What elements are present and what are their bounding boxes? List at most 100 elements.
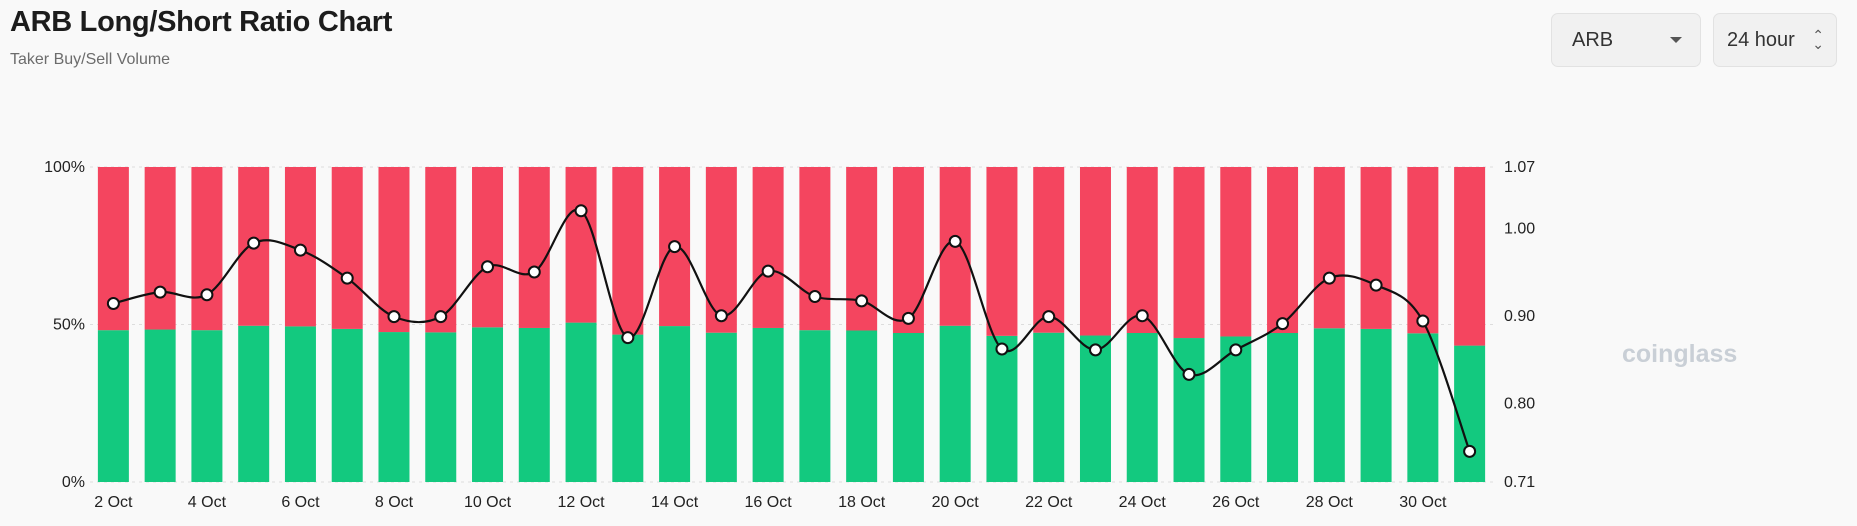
ratio-point — [1322, 271, 1336, 285]
long-bar — [238, 325, 270, 482]
y-right-tick: 0.80 — [1504, 395, 1535, 412]
ratio-point — [1369, 278, 1383, 292]
short-bar — [612, 167, 644, 335]
ratio-point — [1042, 310, 1056, 324]
short-bar — [191, 167, 223, 331]
ratio-point — [995, 342, 1009, 356]
short-bar — [705, 167, 737, 333]
short-bar — [518, 167, 550, 328]
ratio-point — [1416, 314, 1430, 328]
ratio-point — [574, 204, 588, 218]
long-bar — [1126, 333, 1158, 482]
period-select[interactable]: 24 hour ⌃ ⌄ — [1713, 13, 1837, 67]
ratio-line-path — [113, 208, 1471, 452]
long-bar — [191, 330, 223, 482]
x-tick: 12 Oct — [557, 494, 605, 511]
x-tick: 24 Oct — [1119, 494, 1167, 511]
x-tick: 20 Oct — [932, 494, 980, 511]
long-bar — [518, 327, 550, 482]
long-bar — [97, 330, 129, 482]
ratio-point — [340, 271, 354, 285]
short-bar — [472, 167, 504, 328]
ratio-point — [247, 236, 261, 250]
short-bar — [1360, 167, 1392, 329]
ratio-line — [106, 204, 1477, 458]
long-bar — [705, 332, 737, 482]
short-bar — [1033, 167, 1065, 333]
short-bar — [1454, 167, 1486, 346]
ratio-point — [481, 260, 495, 274]
ratio-point — [761, 264, 775, 278]
long-bar — [1220, 336, 1252, 482]
long-bar — [1407, 333, 1439, 482]
y-left-tick: 100% — [44, 159, 85, 176]
short-bar — [565, 167, 597, 323]
coin-select[interactable]: ARB — [1551, 13, 1701, 67]
ratio-point — [387, 310, 401, 324]
coin-select-value: ARB — [1572, 28, 1614, 51]
x-tick: 22 Oct — [1025, 494, 1073, 511]
short-bar — [144, 167, 176, 330]
x-tick: 2 Oct — [94, 494, 133, 511]
y-left-tick: 0% — [62, 474, 85, 491]
bars — [97, 167, 1486, 482]
ratio-point — [434, 310, 448, 324]
short-bar — [378, 167, 410, 333]
long-bar — [565, 322, 597, 482]
long-bar — [1033, 332, 1065, 482]
y-left-tick: 50% — [53, 317, 85, 334]
long-bar — [799, 330, 831, 482]
up-down-chevron-icon: ⌃ ⌄ — [1812, 27, 1824, 52]
short-bar — [1079, 167, 1111, 336]
long-bar — [939, 325, 971, 482]
long-bar — [986, 335, 1018, 482]
ratio-point — [714, 309, 728, 323]
chevron-down-icon — [1670, 37, 1682, 43]
ratio-point — [808, 290, 822, 303]
long-bar — [1313, 328, 1345, 482]
ratio-point — [1276, 317, 1290, 331]
short-bar — [1220, 167, 1252, 337]
page-title: ARB Long/Short Ratio Chart — [10, 6, 393, 38]
axes: 0% 50% 100% 0.71 0.80 0.90 1.00 1.07 2 Oct 4 Oct 6… — [44, 159, 1535, 511]
page-subtitle: Taker Buy/Sell Volume — [10, 51, 171, 68]
long-bar — [659, 326, 691, 482]
coinglass-watermark: coinglass — [1622, 340, 1737, 368]
ratio-point — [106, 297, 120, 310]
short-bar — [425, 167, 457, 333]
long-bar — [1267, 333, 1299, 482]
short-bar — [331, 167, 363, 329]
y-right-tick: 0.71 — [1504, 474, 1535, 491]
long-bar — [472, 327, 504, 482]
ratio-point — [621, 331, 635, 345]
long-bar — [612, 334, 644, 482]
long-bar — [1079, 335, 1111, 482]
ratio-point — [293, 243, 307, 257]
x-tick: 6 Oct — [281, 494, 320, 511]
grid-lines — [90, 166, 1493, 483]
long-bar — [378, 332, 410, 482]
long-bar — [1454, 345, 1486, 482]
ratio-point — [1229, 343, 1243, 357]
y-right-tick: 1.00 — [1504, 220, 1535, 237]
ratio-point — [1182, 367, 1196, 381]
x-tick: 18 Oct — [838, 494, 886, 511]
ratio-point — [855, 294, 869, 308]
long-bar — [752, 327, 784, 482]
long-bar — [425, 332, 457, 482]
long-bar — [144, 329, 176, 482]
short-bar — [799, 167, 831, 331]
long-bar — [892, 333, 924, 482]
x-tick: 4 Oct — [188, 494, 227, 511]
ratio-point — [1135, 309, 1149, 323]
short-bar — [986, 167, 1018, 336]
x-tick: 10 Oct — [464, 494, 512, 511]
long-bar — [1173, 338, 1205, 482]
ratio-point — [1463, 444, 1477, 458]
ratio-point — [527, 265, 541, 279]
long-bar — [1360, 328, 1392, 482]
short-bar — [1173, 167, 1205, 339]
x-tick: 30 Oct — [1399, 494, 1447, 511]
ratio-point — [901, 311, 915, 325]
